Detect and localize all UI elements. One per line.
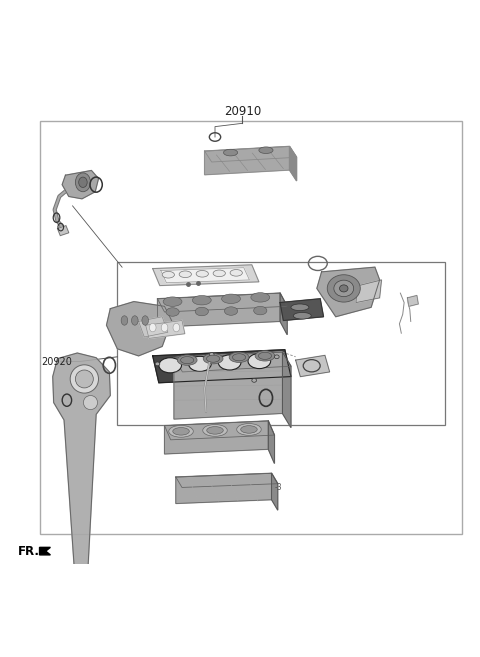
Polygon shape — [174, 352, 291, 372]
Polygon shape — [165, 421, 275, 440]
Ellipse shape — [218, 355, 241, 370]
Ellipse shape — [162, 271, 174, 278]
Ellipse shape — [163, 297, 182, 306]
Ellipse shape — [75, 173, 91, 192]
Ellipse shape — [232, 353, 246, 361]
Ellipse shape — [255, 351, 275, 361]
Ellipse shape — [222, 294, 240, 304]
Polygon shape — [139, 317, 168, 337]
Text: 20910: 20910 — [224, 105, 261, 118]
Ellipse shape — [252, 378, 256, 382]
Polygon shape — [317, 267, 380, 317]
Polygon shape — [174, 352, 282, 419]
Ellipse shape — [159, 358, 181, 373]
Polygon shape — [272, 473, 278, 510]
Ellipse shape — [192, 296, 211, 305]
Ellipse shape — [75, 370, 93, 388]
Ellipse shape — [230, 269, 242, 276]
Ellipse shape — [180, 357, 194, 363]
Ellipse shape — [203, 424, 227, 436]
Bar — [118, 262, 445, 425]
Ellipse shape — [207, 426, 223, 434]
Polygon shape — [204, 147, 297, 162]
Ellipse shape — [70, 365, 98, 393]
Ellipse shape — [173, 323, 180, 332]
Polygon shape — [157, 293, 287, 312]
Ellipse shape — [237, 424, 261, 436]
Polygon shape — [161, 267, 250, 283]
Ellipse shape — [166, 307, 179, 316]
Ellipse shape — [206, 355, 220, 362]
Ellipse shape — [155, 362, 160, 366]
Ellipse shape — [203, 353, 223, 364]
Polygon shape — [176, 473, 278, 487]
Polygon shape — [289, 147, 297, 181]
Text: 20920: 20920 — [41, 357, 72, 367]
Ellipse shape — [209, 353, 214, 356]
Ellipse shape — [259, 147, 273, 154]
Ellipse shape — [132, 316, 138, 325]
Ellipse shape — [173, 428, 189, 435]
Ellipse shape — [240, 426, 257, 433]
Polygon shape — [280, 293, 287, 334]
Polygon shape — [176, 473, 272, 503]
Ellipse shape — [161, 323, 168, 332]
Polygon shape — [408, 296, 418, 306]
Ellipse shape — [169, 426, 193, 437]
Ellipse shape — [149, 323, 156, 332]
Polygon shape — [153, 265, 259, 286]
Polygon shape — [165, 421, 268, 454]
Polygon shape — [296, 355, 330, 376]
Ellipse shape — [229, 352, 249, 363]
Polygon shape — [107, 302, 172, 356]
Polygon shape — [145, 321, 185, 338]
Polygon shape — [268, 421, 275, 463]
Polygon shape — [282, 352, 291, 428]
Polygon shape — [39, 547, 50, 555]
Polygon shape — [356, 280, 382, 303]
Ellipse shape — [291, 304, 309, 311]
Ellipse shape — [196, 271, 208, 277]
Bar — [39, 121, 462, 533]
Ellipse shape — [79, 177, 87, 187]
Ellipse shape — [293, 313, 311, 319]
Ellipse shape — [84, 396, 97, 409]
Ellipse shape — [195, 307, 208, 316]
Ellipse shape — [225, 307, 238, 315]
Ellipse shape — [251, 292, 270, 302]
Ellipse shape — [179, 271, 192, 277]
Ellipse shape — [121, 316, 128, 325]
Text: FR.: FR. — [18, 545, 40, 558]
Ellipse shape — [339, 285, 348, 292]
Polygon shape — [58, 225, 69, 236]
Polygon shape — [280, 299, 324, 321]
Ellipse shape — [248, 353, 271, 369]
Ellipse shape — [253, 306, 267, 315]
Ellipse shape — [334, 280, 354, 297]
Ellipse shape — [275, 355, 279, 359]
Polygon shape — [62, 171, 98, 199]
Ellipse shape — [189, 356, 211, 371]
Ellipse shape — [327, 275, 360, 302]
Ellipse shape — [258, 352, 272, 359]
Ellipse shape — [224, 149, 238, 156]
Polygon shape — [204, 147, 289, 175]
Ellipse shape — [213, 270, 226, 277]
Polygon shape — [157, 293, 280, 327]
Ellipse shape — [142, 316, 148, 325]
Text: -3: -3 — [275, 484, 283, 492]
Polygon shape — [153, 350, 291, 383]
Polygon shape — [53, 353, 110, 657]
Ellipse shape — [177, 355, 197, 365]
